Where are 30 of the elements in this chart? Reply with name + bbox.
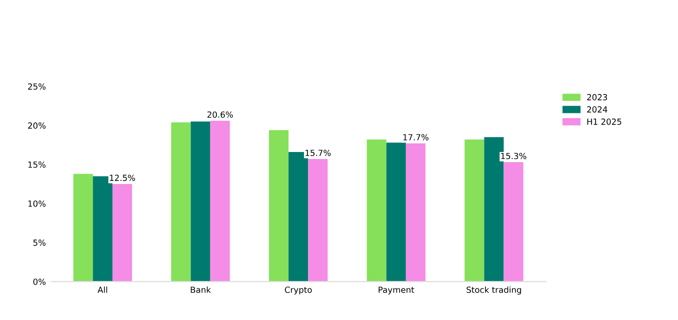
legend-label: 2023 [587,94,608,100]
y-tick-label: 20% [28,122,46,129]
y-tick-label: 25% [28,83,46,90]
bar [308,159,328,282]
bar [504,162,524,282]
data-label: 17.7% [403,134,428,140]
bar [268,130,289,282]
data-label: 15.3% [501,152,526,160]
y-tick-label: 15% [28,161,46,168]
legend-label: H1 2025 [587,118,622,125]
bar [190,122,210,282]
bar [112,184,132,282]
bar [171,122,191,282]
x-tick-label: Bank [190,286,211,293]
bar [386,142,406,282]
y-tick-label: 10% [28,200,46,207]
x-tick-label: All [98,286,108,293]
data-label: 20.6% [207,111,233,118]
data-label: 15.7% [306,150,331,156]
y-tick-label: 5% [33,240,46,246]
x-tick-label: Stock trading [466,286,522,295]
data-label: 12.5% [110,174,136,181]
bar [73,174,93,282]
y-tick-label: 0% [33,278,46,285]
bar [464,139,484,282]
bar [406,143,426,282]
x-tick-label: Payment [378,286,414,295]
bar [366,139,386,282]
legend-label: 2024 [587,106,608,113]
x-tick-label: Crypto [284,286,312,295]
